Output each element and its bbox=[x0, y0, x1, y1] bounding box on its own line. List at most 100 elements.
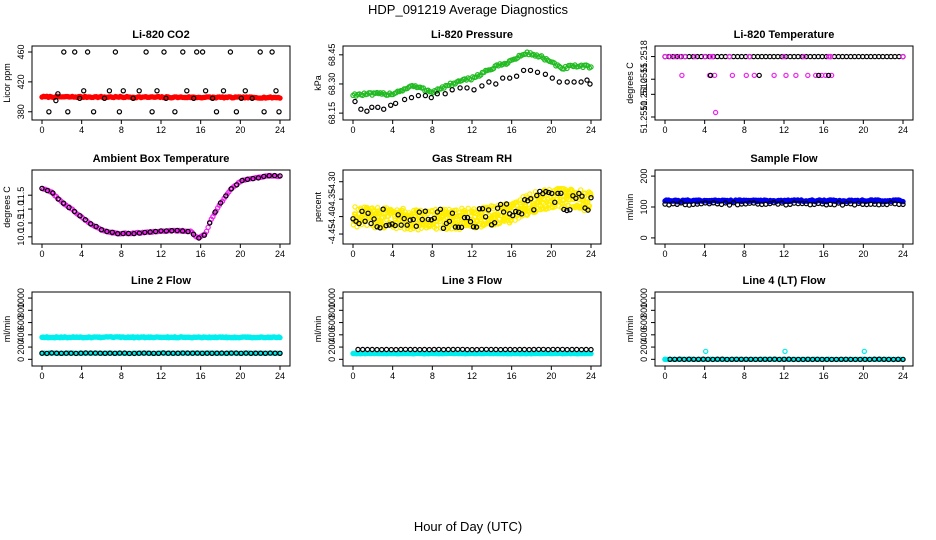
data-point bbox=[155, 350, 162, 356]
x-tick-label: 20 bbox=[235, 371, 245, 381]
data-point bbox=[428, 94, 434, 101]
data-series-2 bbox=[352, 67, 593, 114]
data-point bbox=[271, 172, 278, 179]
x-tick-label: 24 bbox=[275, 125, 285, 135]
data-point bbox=[783, 72, 789, 79]
data-series-2 bbox=[39, 172, 283, 241]
data-point bbox=[141, 350, 147, 356]
data-point bbox=[494, 205, 501, 211]
data-point bbox=[564, 79, 570, 85]
data-point bbox=[662, 356, 668, 362]
data-point bbox=[461, 214, 468, 221]
data-point bbox=[377, 225, 383, 231]
data-point bbox=[422, 213, 428, 220]
y-tick-label: 380 bbox=[16, 104, 26, 119]
data-point bbox=[422, 92, 429, 99]
data-series-2 bbox=[355, 346, 594, 353]
figure-xlabel: Hour of Day (UTC) bbox=[414, 519, 522, 534]
data-point bbox=[190, 231, 197, 237]
data-point bbox=[534, 69, 541, 76]
data-point bbox=[445, 225, 452, 231]
data-point bbox=[392, 100, 399, 107]
data-point bbox=[588, 192, 594, 199]
data-point bbox=[257, 350, 264, 356]
data-point bbox=[552, 199, 558, 205]
data-point bbox=[681, 356, 687, 363]
data-point bbox=[238, 350, 244, 356]
x-tick-label: 24 bbox=[898, 249, 908, 259]
data-point bbox=[277, 173, 283, 179]
data-series-2 bbox=[46, 49, 282, 115]
data-point bbox=[809, 356, 816, 363]
x-tick-label: 4 bbox=[702, 249, 707, 259]
data-point bbox=[564, 346, 570, 353]
data-point bbox=[161, 49, 167, 55]
y-tick-label: 51.2518 bbox=[639, 40, 649, 73]
data-point bbox=[213, 109, 220, 115]
data-point bbox=[503, 201, 510, 207]
data-point bbox=[439, 214, 446, 220]
data-point bbox=[805, 72, 811, 79]
data-point bbox=[479, 205, 486, 212]
data-point bbox=[707, 72, 714, 79]
y-tick-label: 400 bbox=[639, 327, 649, 342]
data-point bbox=[573, 195, 579, 201]
data-point bbox=[84, 49, 91, 55]
data-point bbox=[576, 190, 582, 197]
chart-panel-8: Line 3 Flow ml/min 0 4 8 12 16 20 24 0 20040060080… bbox=[313, 275, 602, 381]
data-point bbox=[126, 350, 133, 357]
data-point bbox=[39, 350, 45, 356]
data-point bbox=[120, 230, 126, 237]
data-point bbox=[152, 228, 159, 235]
data-point bbox=[900, 356, 906, 363]
y-tick-label: 200 bbox=[639, 340, 649, 355]
y-tick-label: 68.30 bbox=[327, 73, 337, 96]
data-point bbox=[356, 220, 362, 227]
data-point bbox=[861, 348, 868, 355]
y-tick-label: 420 bbox=[16, 74, 26, 89]
data-point bbox=[239, 177, 245, 184]
data-point bbox=[437, 206, 444, 212]
data-point bbox=[121, 350, 128, 356]
chart-title: Sample Flow bbox=[750, 153, 818, 165]
data-point bbox=[446, 218, 453, 225]
data-point bbox=[199, 350, 205, 356]
data-point bbox=[97, 350, 104, 356]
data-point bbox=[73, 350, 79, 357]
data-point bbox=[478, 346, 485, 353]
plot-frame bbox=[654, 291, 914, 367]
chart-title: Li-820 Pressure bbox=[431, 29, 513, 41]
data-series-1 bbox=[662, 197, 906, 205]
data-point bbox=[497, 201, 504, 208]
x-tick-label: 12 bbox=[779, 125, 789, 135]
chart-title: Line 2 Flow bbox=[131, 275, 191, 287]
data-point bbox=[205, 224, 211, 231]
data-point bbox=[500, 75, 506, 81]
chart-panel-4: Ambient Box Temperature degrees C 0 4 8 12 16 2… bbox=[2, 153, 291, 259]
plot-frame bbox=[342, 169, 602, 245]
data-point bbox=[555, 346, 561, 353]
data-point bbox=[50, 190, 56, 196]
data-series-3 bbox=[707, 72, 832, 79]
data-point bbox=[434, 90, 440, 97]
x-tick-label: 0 bbox=[39, 371, 44, 381]
chart-panel-7: Line 2 Flow ml/min 0 4 8 12 16 20 24 0 20040060080… bbox=[2, 275, 291, 381]
x-tick-label: 8 bbox=[430, 371, 435, 381]
data-point bbox=[729, 72, 736, 79]
data-point bbox=[44, 187, 51, 194]
x-tick-label: 0 bbox=[39, 249, 44, 259]
data-point bbox=[261, 173, 267, 180]
x-tick-label: 8 bbox=[742, 249, 747, 259]
x-tick-label: 4 bbox=[390, 125, 395, 135]
data-point bbox=[364, 108, 370, 114]
data-point bbox=[496, 220, 503, 226]
data-point bbox=[476, 206, 483, 212]
data-point bbox=[233, 350, 239, 356]
data-point bbox=[163, 228, 170, 234]
data-point bbox=[705, 356, 711, 362]
data-point bbox=[98, 226, 105, 233]
data-point bbox=[751, 72, 758, 79]
data-point bbox=[583, 346, 589, 353]
data-point bbox=[470, 224, 477, 230]
